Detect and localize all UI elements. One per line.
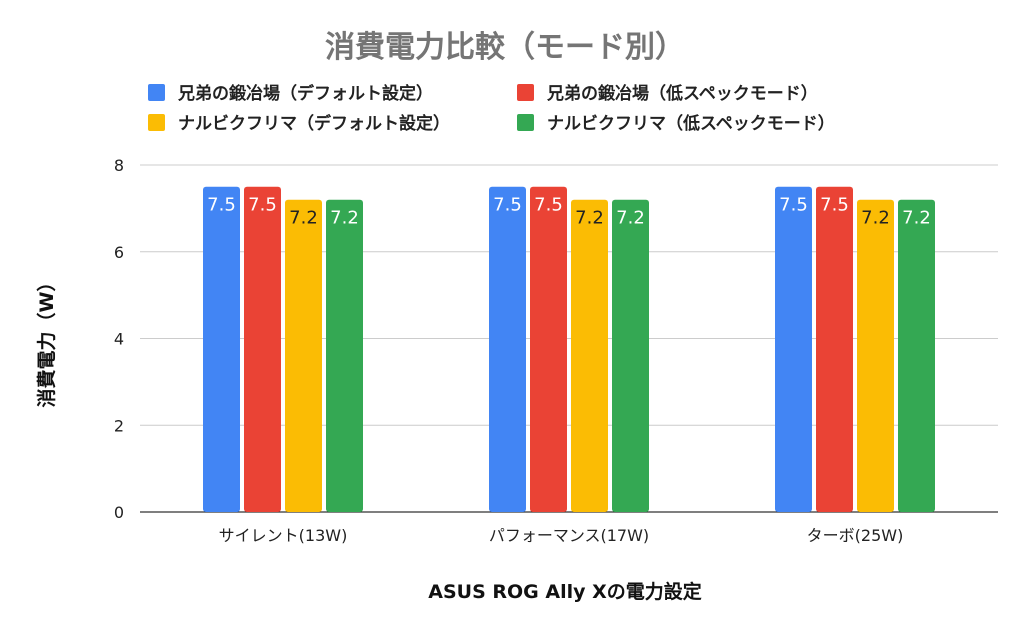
bar xyxy=(203,186,240,512)
x-category-label: サイレント(13W) xyxy=(219,526,348,545)
y-axis-title: 消費電力（W） xyxy=(35,273,58,408)
data-label: 7.2 xyxy=(616,208,645,229)
data-label: 7.5 xyxy=(493,195,522,216)
data-label: 7.5 xyxy=(248,195,277,216)
bar xyxy=(326,199,363,512)
data-label: 7.5 xyxy=(207,195,236,216)
x-axis-categories: サイレント(13W) パフォーマンス(17W) ターボ(25W) xyxy=(219,526,904,545)
x-category-label: パフォーマンス(17W) xyxy=(489,526,649,545)
legend-swatch xyxy=(148,84,165,101)
y-tick-label: 6 xyxy=(114,243,124,262)
data-label: 7.2 xyxy=(902,208,931,229)
bar xyxy=(816,186,853,512)
y-tick-label: 0 xyxy=(114,503,124,522)
legend-swatch xyxy=(148,114,165,131)
bar xyxy=(285,199,322,512)
data-label: 7.5 xyxy=(534,195,563,216)
y-tick-label: 4 xyxy=(114,330,124,349)
legend-label: ナルビクフリマ（低スペックモード） xyxy=(547,113,835,134)
gridlines xyxy=(140,164,998,513)
y-tick-label: 8 xyxy=(114,156,124,175)
y-axis-ticks: 0 2 4 6 8 xyxy=(114,156,124,522)
bars xyxy=(203,186,935,512)
bar xyxy=(898,199,935,512)
legend-label: 兄弟の鍛冶場（デフォルト設定） xyxy=(177,83,433,104)
data-label: 7.2 xyxy=(289,208,318,229)
legend-swatch xyxy=(517,84,534,101)
chart-title: 消費電力比較（モード別） xyxy=(325,30,685,65)
x-category-label: ターボ(25W) xyxy=(807,526,904,545)
y-tick-label: 2 xyxy=(114,416,124,435)
bar xyxy=(489,186,526,512)
data-label: 7.2 xyxy=(861,208,890,229)
bar xyxy=(612,199,649,512)
legend: 兄弟の鍛冶場（デフォルト設定） 兄弟の鍛冶場（低スペックモード） ナルビクフリマ（デ… xyxy=(148,83,835,134)
legend-swatch xyxy=(517,114,534,131)
legend-label: ナルビクフリマ（デフォルト設定） xyxy=(178,113,450,134)
bar xyxy=(775,186,812,512)
x-axis-title: ASUS ROG Ally Xの電力設定 xyxy=(428,580,702,603)
data-label: 7.2 xyxy=(330,208,359,229)
data-label: 7.2 xyxy=(575,208,604,229)
bar xyxy=(571,199,608,512)
data-label: 7.5 xyxy=(820,195,849,216)
bar xyxy=(244,186,281,512)
data-label: 7.5 xyxy=(779,195,808,216)
legend-label: 兄弟の鍛冶場（低スペックモード） xyxy=(546,83,818,104)
bar xyxy=(530,186,567,512)
data-labels: 7.5 7.5 7.2 7.2 7.5 7.5 7.2 7.2 7.5 7.5 7.2 7.2 xyxy=(207,195,931,229)
bar xyxy=(857,199,894,512)
